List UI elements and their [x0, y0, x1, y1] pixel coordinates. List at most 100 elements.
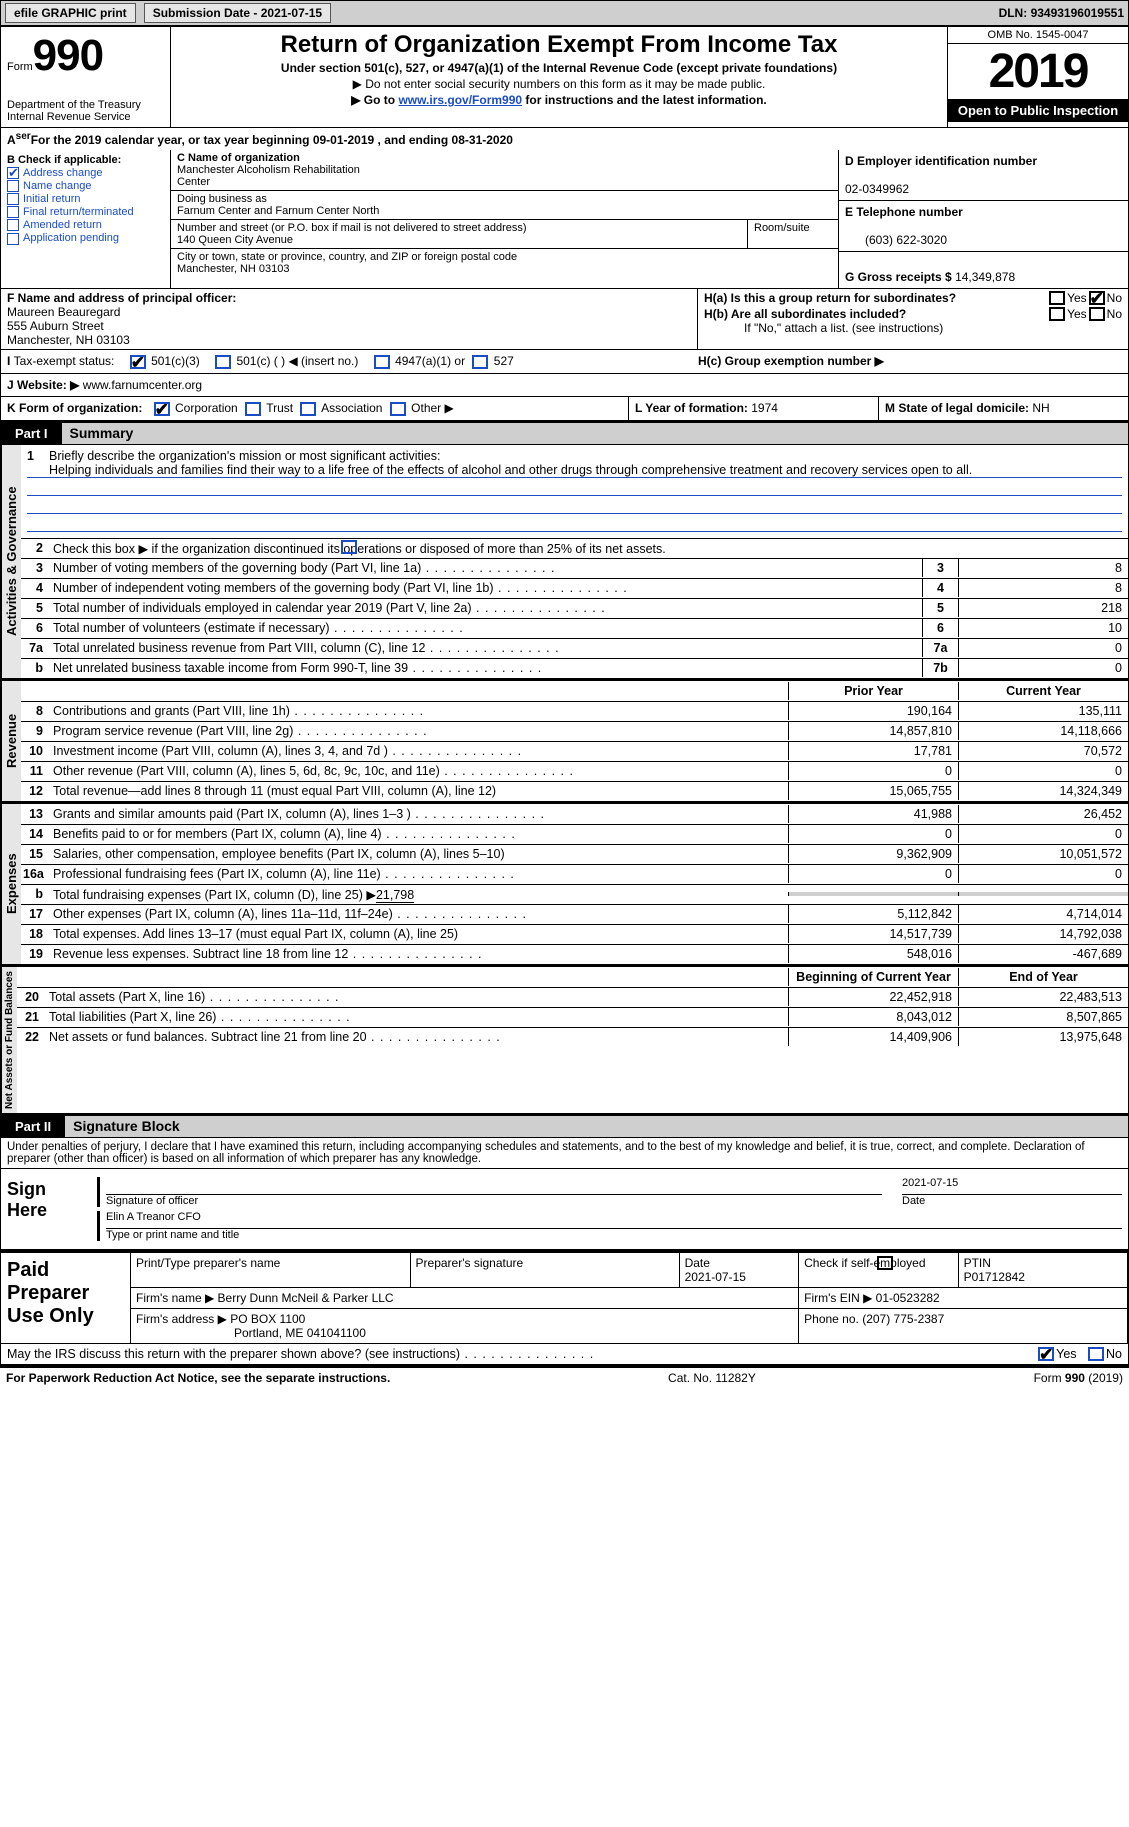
tab-revenue: Revenue [1, 681, 21, 801]
i-501c[interactable] [215, 355, 231, 369]
ein-value: 02-0349962 [845, 182, 909, 196]
tab-net-assets: Net Assets or Fund Balances [1, 967, 17, 1113]
l19-curr: -467,689 [958, 945, 1128, 963]
chk-initial-return[interactable]: Initial return [7, 193, 164, 205]
k-trust[interactable] [245, 402, 261, 416]
right-col: D Employer identification number 02-0349… [838, 150, 1128, 288]
form-subtitle: Under section 501(c), 527, or 4947(a)(1)… [177, 61, 941, 75]
chk-name-change[interactable]: Name change [7, 180, 164, 192]
l15-prior: 9,362,909 [788, 845, 958, 863]
l16a-prior: 0 [788, 865, 958, 883]
submission-date-button[interactable]: Submission Date - 2021-07-15 [144, 3, 331, 23]
l2-check[interactable] [341, 540, 357, 554]
box-m: M State of legal domicile: NH [878, 397, 1128, 420]
chk-amended-return[interactable]: Amended return [7, 219, 164, 231]
sign-date: 2021-07-15 [902, 1177, 1122, 1195]
box-k: K Form of organization: Corporation Trus… [1, 397, 628, 420]
firm-ein: 01-0523282 [876, 1291, 940, 1305]
year-box: OMB No. 1545-0047 2019 Open to Public In… [948, 27, 1128, 127]
prep-sig-hdr: Preparer's signature [410, 1253, 679, 1288]
dept-treasury: Department of the Treasury [7, 99, 164, 111]
hb-no[interactable] [1089, 307, 1105, 321]
k-other[interactable] [390, 402, 406, 416]
org-name-1: Manchester Alcoholism Rehabilitation [177, 164, 360, 176]
box-j: J Website: ▶ www.farnumcenter.org [7, 378, 692, 392]
prep-selfemp: Check if self-employed [799, 1253, 958, 1288]
self-employed-check[interactable] [877, 1256, 893, 1270]
part1-title: Summary [62, 423, 1128, 444]
l8-curr: 135,111 [958, 702, 1128, 720]
l18-prior: 14,517,739 [788, 925, 958, 943]
l16b-shade1 [788, 892, 958, 896]
firm-addr2: Portland, ME 041041100 [136, 1326, 366, 1340]
l5-text: Total number of individuals employed in … [49, 599, 922, 617]
l22-prior: 14,409,906 [788, 1028, 958, 1046]
l4-text: Number of independent voting members of … [49, 579, 922, 597]
box-e: E Telephone number (603) 622-3020 [839, 201, 1128, 252]
l12-text: Total revenue—add lines 8 through 11 (mu… [49, 782, 788, 800]
l12-prior: 15,065,755 [788, 782, 958, 800]
chk-address-change[interactable]: Address change [7, 167, 164, 179]
irs-link[interactable]: www.irs.gov/Form990 [398, 93, 522, 107]
l19-text: Revenue less expenses. Subtract line 18 … [49, 945, 788, 963]
l8-prior: 190,164 [788, 702, 958, 720]
box-l: L Year of formation: 1974 [628, 397, 878, 420]
ptin-hdr: PTIN [964, 1256, 991, 1270]
l14-curr: 0 [958, 825, 1128, 843]
l16b-text: Total fundraising expenses (Part IX, col… [49, 885, 788, 904]
l3-text: Number of voting members of the governin… [49, 559, 922, 577]
l16b-shade2 [958, 892, 1128, 896]
irs-label: Internal Revenue Service [7, 111, 164, 123]
k-corp[interactable] [154, 402, 170, 416]
box-d: D Employer identification number 02-0349… [839, 150, 1128, 201]
efile-print-button[interactable]: efile GRAPHIC print [5, 3, 136, 23]
l11-curr: 0 [958, 762, 1128, 780]
k-assoc[interactable] [300, 402, 316, 416]
i-527[interactable] [472, 355, 488, 369]
paid-preparer-label: Paid Preparer Use Only [1, 1253, 131, 1343]
discuss-yes[interactable] [1038, 1347, 1054, 1361]
ha-no[interactable] [1089, 291, 1105, 305]
sig-officer-label: Signature of officer [106, 1195, 882, 1207]
chk-final-return[interactable]: Final return/terminated [7, 206, 164, 218]
l20-text: Total assets (Part X, line 16) [45, 988, 788, 1006]
l2-text: Check this box ▶ if the organization dis… [49, 539, 1128, 558]
i-4947[interactable] [374, 355, 390, 369]
blank-line-3 [27, 516, 1122, 532]
ha-yes[interactable] [1049, 291, 1065, 305]
l7a-text: Total unrelated business revenue from Pa… [49, 639, 922, 657]
box-c: C Name of organization Manchester Alcoho… [171, 150, 838, 288]
l14-text: Benefits paid to or for members (Part IX… [49, 825, 788, 843]
blank-line-2 [27, 498, 1122, 514]
prep-date: 2021-07-15 [685, 1270, 746, 1284]
l11-text: Other revenue (Part VIII, column (A), li… [49, 762, 788, 780]
chk-application-pending[interactable]: Application pending [7, 232, 164, 244]
form-title-box: Return of Organization Exempt From Incom… [171, 27, 948, 127]
hb-yes[interactable] [1049, 307, 1065, 321]
l17-curr: 4,714,014 [958, 905, 1128, 923]
i-501c3[interactable] [130, 355, 146, 369]
form-title: Return of Organization Exempt From Incom… [177, 31, 941, 59]
current-year-hdr: Current Year [958, 682, 1128, 700]
omb-number: OMB No. 1545-0047 [948, 27, 1128, 44]
discuss-no[interactable] [1088, 1347, 1104, 1361]
officer-addr2: Manchester, NH 03103 [7, 333, 130, 347]
prior-year-hdr: Prior Year [788, 682, 958, 700]
box-b: B Check if applicable: Address change Na… [1, 150, 171, 288]
goto-note: ▶ Go to www.irs.gov/Form990 for instruct… [177, 93, 941, 107]
submission-date-value: 2021-07-15 [261, 6, 322, 20]
officer-addr1: 555 Auburn Street [7, 319, 104, 333]
tax-period: AserFor the 2019 calendar year, or tax y… [0, 127, 1129, 150]
top-bar: efile GRAPHIC print Submission Date - 20… [0, 0, 1129, 26]
blank-line-1 [27, 480, 1122, 496]
public-inspection: Open to Public Inspection [948, 99, 1128, 122]
l13-curr: 26,452 [958, 805, 1128, 823]
ssn-warning: ▶ Do not enter social security numbers o… [177, 77, 941, 91]
dln: DLN: 93493196019551 [999, 6, 1124, 20]
l11-prior: 0 [788, 762, 958, 780]
part2-title: Signature Block [65, 1116, 1128, 1137]
l8-text: Contributions and grants (Part VIII, lin… [49, 702, 788, 720]
l7b-text: Net unrelated business taxable income fr… [49, 659, 922, 677]
l15-curr: 10,051,572 [958, 845, 1128, 863]
cat-no: Cat. No. 11282Y [668, 1371, 756, 1385]
